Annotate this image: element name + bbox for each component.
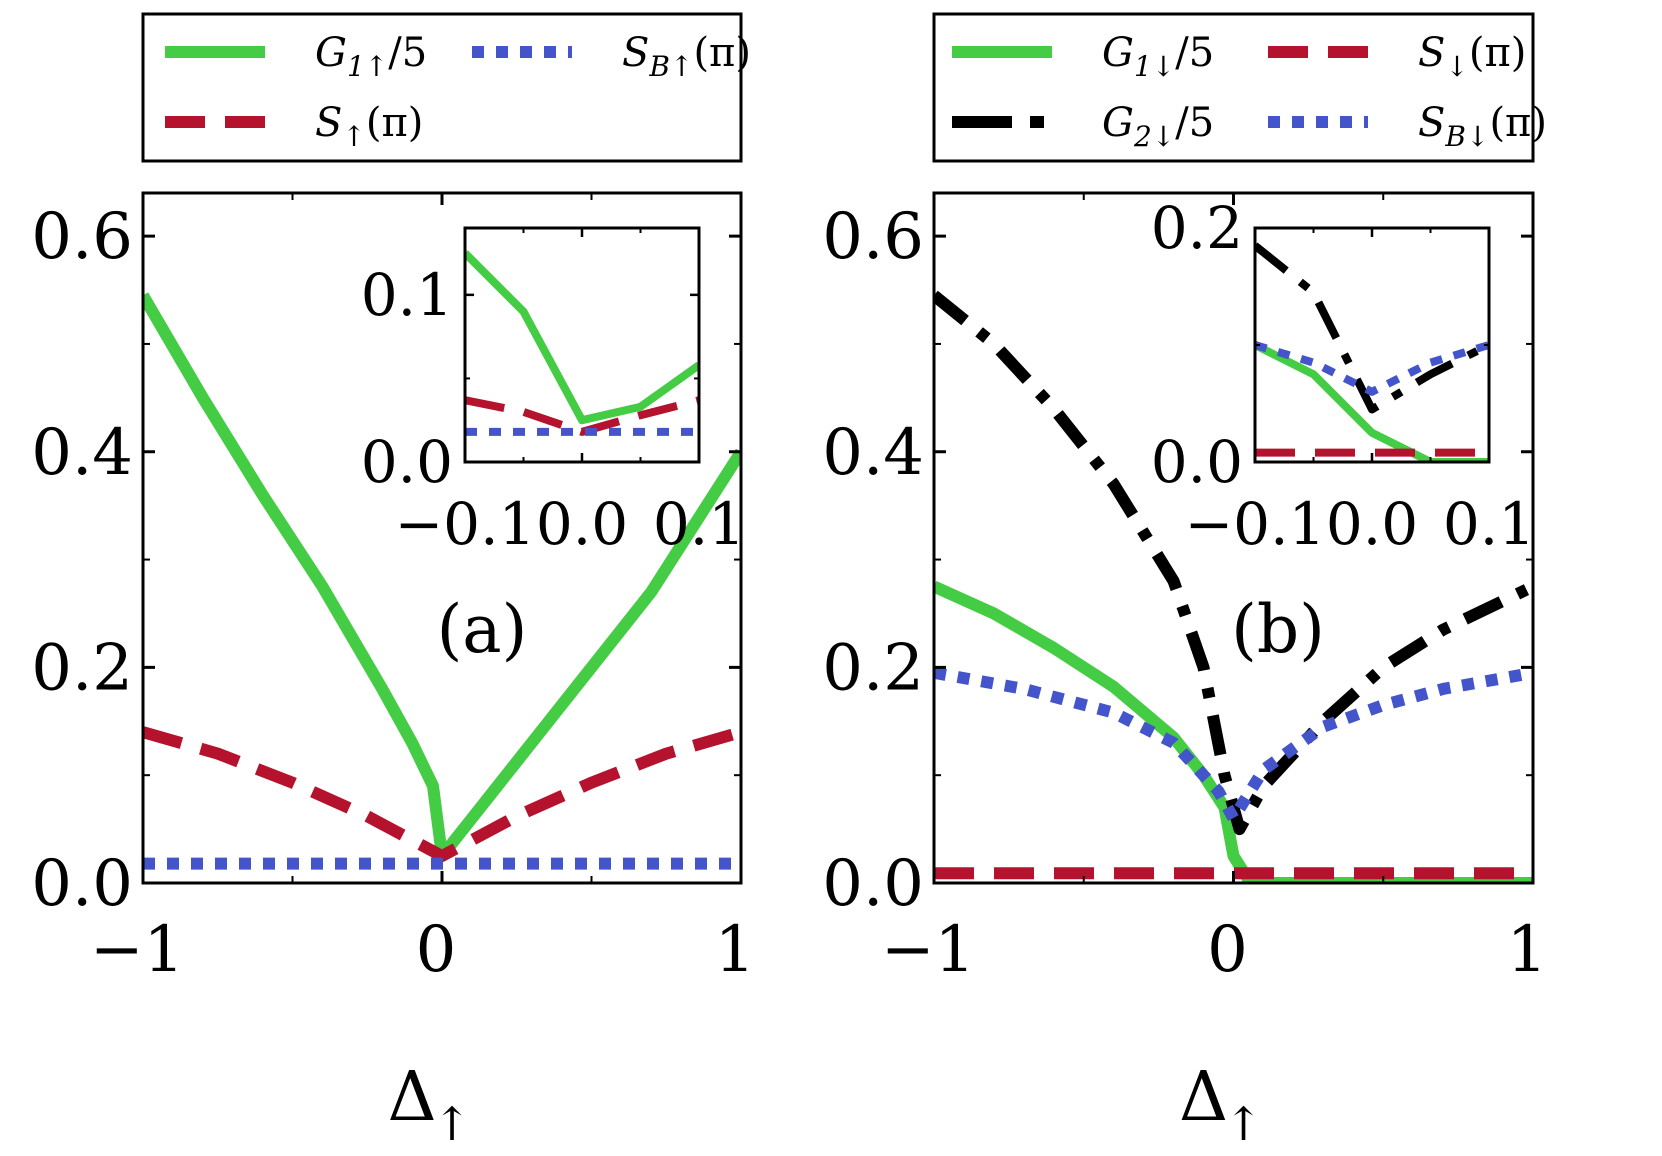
panel-label: (b) <box>1231 591 1325 668</box>
y-tick-label: 0.0 <box>31 847 133 921</box>
legend-label: S↓(π) <box>1418 30 1526 83</box>
x-axis-label: Δ <box>1179 1058 1228 1137</box>
y-tick-label: 0.6 <box>822 200 924 274</box>
inset-y-tick-label: 0.0 <box>1151 428 1243 496</box>
x-tick-label: 0 <box>1207 913 1248 987</box>
inset-x-tick-label: 0.0 <box>536 490 628 558</box>
x-axis-label-subscript: ↑ <box>1224 1097 1263 1151</box>
inset-series-dashdot-line <box>1255 242 1489 414</box>
legend-label: SB↑(π) <box>622 30 751 83</box>
plot-area <box>934 290 1533 883</box>
series-dashdot-line <box>934 290 1533 836</box>
y-tick-label: 0.4 <box>31 416 133 490</box>
inset-background <box>465 228 699 462</box>
legend: G1↓/5 G2↓/5 S↓(π) SB↓(π) <box>932 12 1547 163</box>
legend-label: G2↓/5 <box>1102 100 1214 153</box>
inset: 0.0 0.2 −0.1 0.0 0.1 <box>1151 194 1535 558</box>
inset-series-solid-line <box>1255 341 1489 462</box>
x-tick-label: −1 <box>881 913 975 987</box>
inset-x-tick-label: 0.1 <box>1443 490 1535 558</box>
inset-series-dashed-line <box>465 396 699 436</box>
x-tick-label: 0 <box>416 913 457 987</box>
inset-y-tick-label: 0.2 <box>1151 194 1243 262</box>
series-dotted-line <box>934 666 1533 825</box>
y-tick-label: 0.0 <box>822 847 924 921</box>
inset-series-solid-line <box>465 250 699 425</box>
panel-b: 0.00.20.40.6−1 0 1Δ↑(b)0.00.2−0.1 0.0 0.1 <box>822 191 1548 1151</box>
x-axis-label: Δ <box>387 1058 436 1137</box>
inset-x-tick-label: −0.1 <box>395 490 536 558</box>
inset-y-tick-label: 0.0 <box>361 428 453 496</box>
x-tick-label: 1 <box>1507 913 1548 987</box>
legend: G1↑/5 S↑(π) SB↑(π) <box>141 12 751 163</box>
series-dashed-line <box>143 726 741 862</box>
legend-label: S↑(π) <box>315 100 423 153</box>
inset-x-tick-label: −0.1 <box>1185 490 1326 558</box>
inset-plot-area <box>465 250 699 436</box>
panel-label: (a) <box>437 591 528 668</box>
plot-area <box>143 292 741 870</box>
y-tick-label: 0.6 <box>31 200 133 274</box>
x-axis-label-subscript: ↑ <box>433 1097 472 1151</box>
inset-x-tick-label: 0.1 <box>653 490 745 558</box>
inset-x-tick-label: 0.0 <box>1326 490 1418 558</box>
inset-background <box>1255 228 1489 462</box>
panel-a: 0.00.20.40.6−1 0 1Δ↑(a)0.00.1−0.1 0.0 0.1 <box>31 191 756 1151</box>
x-tick-label: −1 <box>90 913 184 987</box>
legend-label: SB↓(π) <box>1418 100 1547 153</box>
x-tick-label: 1 <box>715 913 756 987</box>
y-tick-label: 0.2 <box>31 631 133 705</box>
legend-label: G1↑/5 <box>315 30 427 83</box>
legend-label: G1↓/5 <box>1102 30 1214 83</box>
y-tick-label: 0.2 <box>822 631 924 705</box>
legend-box <box>141 12 743 163</box>
y-tick-label: 0.4 <box>822 416 924 490</box>
inset-plot-area <box>1255 242 1489 462</box>
series-solid-line <box>143 292 741 862</box>
inset-y-tick-label: 0.1 <box>361 261 453 329</box>
inset: 0.0 0.1 −0.1 0.0 0.1 <box>361 226 745 558</box>
legend-box <box>932 12 1535 163</box>
inset-series-dotted-line <box>1255 341 1489 396</box>
